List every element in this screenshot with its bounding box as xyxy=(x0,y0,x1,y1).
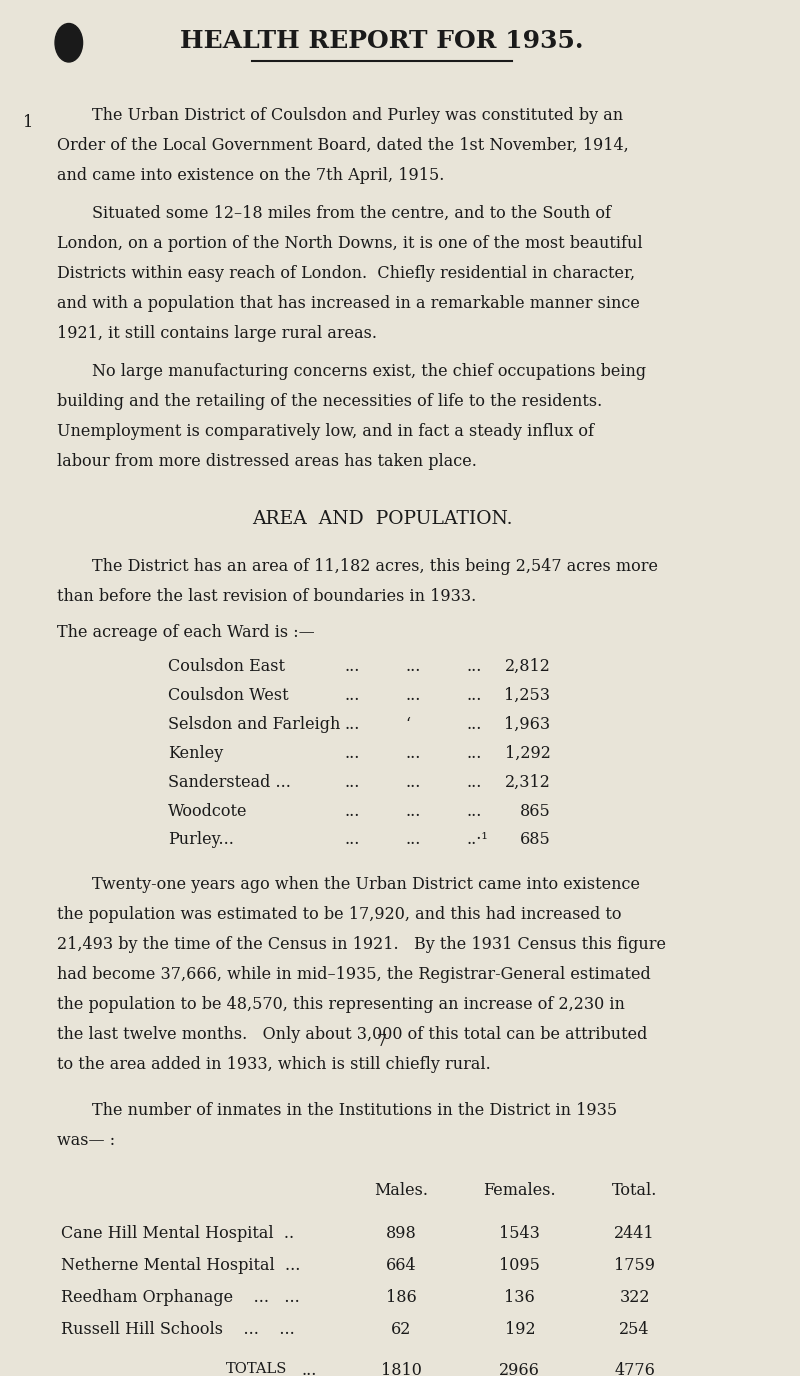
Text: ...: ... xyxy=(302,1361,318,1376)
Text: Unemployment is comparatively low, and in fact a steady influx of: Unemployment is comparatively low, and i… xyxy=(58,424,594,440)
Text: 1,253: 1,253 xyxy=(505,687,550,705)
Text: 322: 322 xyxy=(619,1289,650,1306)
Text: the population to be 48,570, this representing an increase of 2,230 in: the population to be 48,570, this repres… xyxy=(58,996,626,1013)
Text: ...: ... xyxy=(344,831,359,849)
Text: the last twelve months.   Only about 3,000 of this total can be attributed: the last twelve months. Only about 3,000… xyxy=(58,1026,648,1043)
Text: and came into existence on the 7th April, 1915.: and came into existence on the 7th April… xyxy=(58,166,445,184)
Text: Males.: Males. xyxy=(374,1182,428,1198)
Text: Coulsdon West: Coulsdon West xyxy=(168,687,289,705)
Text: labour from more distressed areas has taken place.: labour from more distressed areas has ta… xyxy=(58,453,478,471)
Text: ..·¹: ..·¹ xyxy=(466,831,488,849)
Text: ...: ... xyxy=(466,687,482,705)
Text: ...: ... xyxy=(466,773,482,791)
Text: 1,292: 1,292 xyxy=(505,744,550,762)
Text: was— :: was— : xyxy=(58,1131,115,1149)
Text: 685: 685 xyxy=(520,831,550,849)
Text: the population was estimated to be 17,920, and this had increased to: the population was estimated to be 17,92… xyxy=(58,907,622,923)
Text: ...: ... xyxy=(466,658,482,676)
Text: Order of the Local Government Board, dated the 1st November, 1914,: Order of the Local Government Board, dat… xyxy=(58,136,629,154)
Text: had become 37,666, while in mid–1935, the Registrar-General estimated: had become 37,666, while in mid–1935, th… xyxy=(58,966,651,982)
Text: ...: ... xyxy=(344,773,359,791)
Text: No large manufacturing concerns exist, the chief occupations being: No large manufacturing concerns exist, t… xyxy=(92,363,646,380)
Text: 2,812: 2,812 xyxy=(505,658,550,676)
Text: ...: ... xyxy=(405,658,421,676)
Text: The District has an area of 11,182 acres, this being 2,547 acres more: The District has an area of 11,182 acres… xyxy=(92,557,658,575)
Text: to the area added in 1933, which is still chiefly rural.: to the area added in 1933, which is stil… xyxy=(58,1055,491,1073)
Text: The number of inmates in the Institutions in the District in 1935: The number of inmates in the Institution… xyxy=(92,1102,617,1119)
Text: 1095: 1095 xyxy=(499,1256,540,1274)
Text: 186: 186 xyxy=(386,1289,417,1306)
Text: 1: 1 xyxy=(23,114,33,131)
Text: 192: 192 xyxy=(505,1321,535,1337)
Text: Situated some 12–18 miles from the centre, and to the South of: Situated some 12–18 miles from the centr… xyxy=(92,205,610,222)
Text: Kenley: Kenley xyxy=(168,744,223,762)
Text: 7: 7 xyxy=(377,1033,387,1050)
Text: 2,312: 2,312 xyxy=(505,773,550,791)
Text: Twenty-one years ago when the Urban District came into existence: Twenty-one years ago when the Urban Dist… xyxy=(92,877,640,893)
Text: building and the retailing of the necessities of life to the residents.: building and the retailing of the necess… xyxy=(58,394,602,410)
Text: ...: ... xyxy=(405,687,421,705)
Text: 898: 898 xyxy=(386,1225,417,1241)
Text: ...: ... xyxy=(405,773,421,791)
Text: 4776: 4776 xyxy=(614,1361,655,1376)
Text: 136: 136 xyxy=(505,1289,535,1306)
Text: ...: ... xyxy=(344,658,359,676)
Text: 664: 664 xyxy=(386,1256,417,1274)
Text: Coulsdon East: Coulsdon East xyxy=(168,658,285,676)
Text: Cane Hill Mental Hospital  ..: Cane Hill Mental Hospital .. xyxy=(61,1225,294,1241)
Text: HEALTH REPORT FOR 1935.: HEALTH REPORT FOR 1935. xyxy=(181,29,584,52)
Text: Woodcote: Woodcote xyxy=(168,802,248,820)
Text: AREA  AND  POPULATION.: AREA AND POPULATION. xyxy=(252,509,513,528)
Text: Purley...: Purley... xyxy=(168,831,234,849)
Text: 254: 254 xyxy=(619,1321,650,1337)
Text: London, on a portion of the North Downs, it is one of the most beautiful: London, on a portion of the North Downs,… xyxy=(58,235,643,252)
Text: 1810: 1810 xyxy=(381,1361,422,1376)
Text: 1,963: 1,963 xyxy=(504,716,550,733)
Text: The acreage of each Ward is :—: The acreage of each Ward is :— xyxy=(58,625,315,641)
Text: ...: ... xyxy=(466,802,482,820)
Text: 21,493 by the time of the Census in 1921.   By the 1931 Census this figure: 21,493 by the time of the Census in 1921… xyxy=(58,936,666,954)
Text: ...: ... xyxy=(466,744,482,762)
Text: 2441: 2441 xyxy=(614,1225,655,1241)
Text: ...: ... xyxy=(344,802,359,820)
Circle shape xyxy=(55,23,82,62)
Text: 1759: 1759 xyxy=(614,1256,655,1274)
Text: ...: ... xyxy=(344,716,359,733)
Text: 865: 865 xyxy=(520,802,550,820)
Text: Netherne Mental Hospital  ...: Netherne Mental Hospital ... xyxy=(61,1256,301,1274)
Text: TOTALS: TOTALS xyxy=(226,1361,287,1376)
Text: Russell Hill Schools    ...    ...: Russell Hill Schools ... ... xyxy=(61,1321,295,1337)
Text: ...: ... xyxy=(405,744,421,762)
Text: Females.: Females. xyxy=(483,1182,556,1198)
Text: ...: ... xyxy=(466,716,482,733)
Text: and with a population that has increased in a remarkable manner since: and with a population that has increased… xyxy=(58,294,640,312)
Text: 1921, it still contains large rural areas.: 1921, it still contains large rural area… xyxy=(58,325,378,341)
Text: Total.: Total. xyxy=(612,1182,658,1198)
Text: 2966: 2966 xyxy=(499,1361,540,1376)
Text: ‘: ‘ xyxy=(405,716,410,733)
Text: 1543: 1543 xyxy=(499,1225,540,1241)
Text: Districts within easy reach of London.  Chiefly residential in character,: Districts within easy reach of London. C… xyxy=(58,266,635,282)
Text: 62: 62 xyxy=(391,1321,411,1337)
Text: ...: ... xyxy=(344,744,359,762)
Text: The Urban District of Coulsdon and Purley was constituted by an: The Urban District of Coulsdon and Purle… xyxy=(92,107,623,124)
Text: Sanderstead ...: Sanderstead ... xyxy=(168,773,291,791)
Text: ...: ... xyxy=(344,687,359,705)
Text: ...: ... xyxy=(405,831,421,849)
Text: Reedham Orphanage    ...   ...: Reedham Orphanage ... ... xyxy=(61,1289,300,1306)
Text: than before the last revision of boundaries in 1933.: than before the last revision of boundar… xyxy=(58,588,477,605)
Text: Selsdon and Farleigh: Selsdon and Farleigh xyxy=(168,716,341,733)
Text: ...: ... xyxy=(405,802,421,820)
